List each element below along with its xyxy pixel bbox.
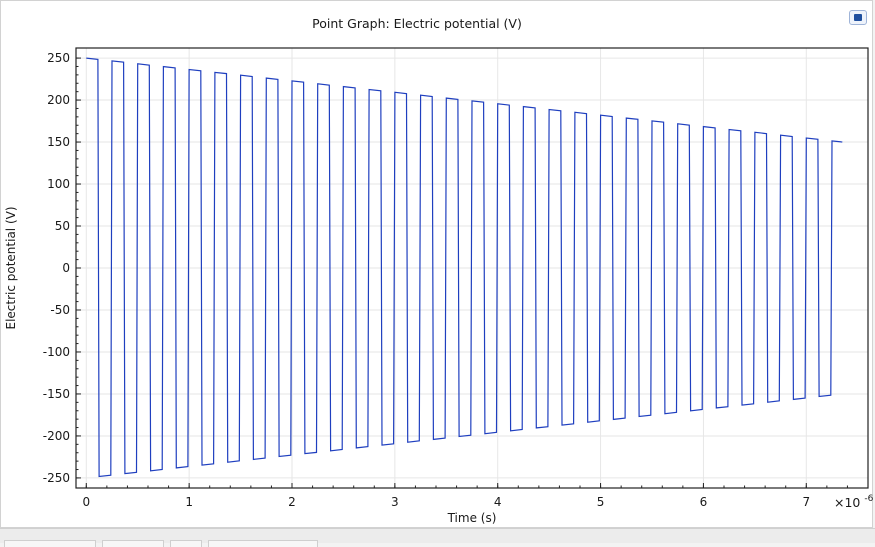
x-tick-label: 4	[494, 495, 502, 509]
series-line	[86, 57, 843, 478]
bottom-tab[interactable]	[208, 540, 318, 547]
y-tick-label: -100	[43, 345, 70, 359]
series-layer	[86, 57, 843, 478]
plot-window-icon[interactable]	[849, 10, 867, 25]
plot-window	[0, 0, 873, 528]
y-tick-label: -200	[43, 429, 70, 443]
x-tick-label: 7	[802, 495, 810, 509]
plot-window-icon-glyph	[854, 14, 862, 21]
grid-lines	[76, 48, 868, 488]
x-tick-label: 6	[700, 495, 708, 509]
y-tick-label: -150	[43, 387, 70, 401]
x-tick-label: 3	[391, 495, 399, 509]
bottom-tab-strip	[0, 528, 875, 547]
bottom-tab[interactable]	[170, 540, 202, 547]
axis-ticks: 0 1 2 3 4 5 6 7 250 200 150 100 50 0 -50 -100 -150 -200 -2…	[43, 51, 848, 509]
y-tick-label: -250	[43, 471, 70, 485]
y-tick-label: 150	[47, 135, 70, 149]
y-tick-label: -50	[50, 303, 70, 317]
y-tick-label: 250	[47, 51, 70, 65]
y-tick-label: 0	[62, 261, 70, 275]
x-tick-label: 2	[288, 495, 296, 509]
x-axis-label: Time (s)	[447, 511, 497, 525]
y-tick-label: 100	[47, 177, 70, 191]
x-axis-multiplier-exponent: -6	[864, 494, 873, 504]
y-axis-label: Electric potential (V)	[4, 206, 18, 329]
x-tick-label: 1	[185, 495, 193, 509]
y-tick-label: 200	[47, 93, 70, 107]
chart-title: Point Graph: Electric potential (V)	[312, 16, 522, 31]
x-axis-multiplier-base: ×10	[834, 495, 860, 510]
x-tick-label: 5	[597, 495, 605, 509]
x-tick-label: 0	[82, 495, 90, 509]
x-axis-multiplier: ×10 -6	[834, 494, 874, 510]
y-tick-label: 50	[55, 219, 70, 233]
bottom-tab[interactable]	[102, 540, 164, 547]
bottom-tab[interactable]	[4, 540, 96, 547]
